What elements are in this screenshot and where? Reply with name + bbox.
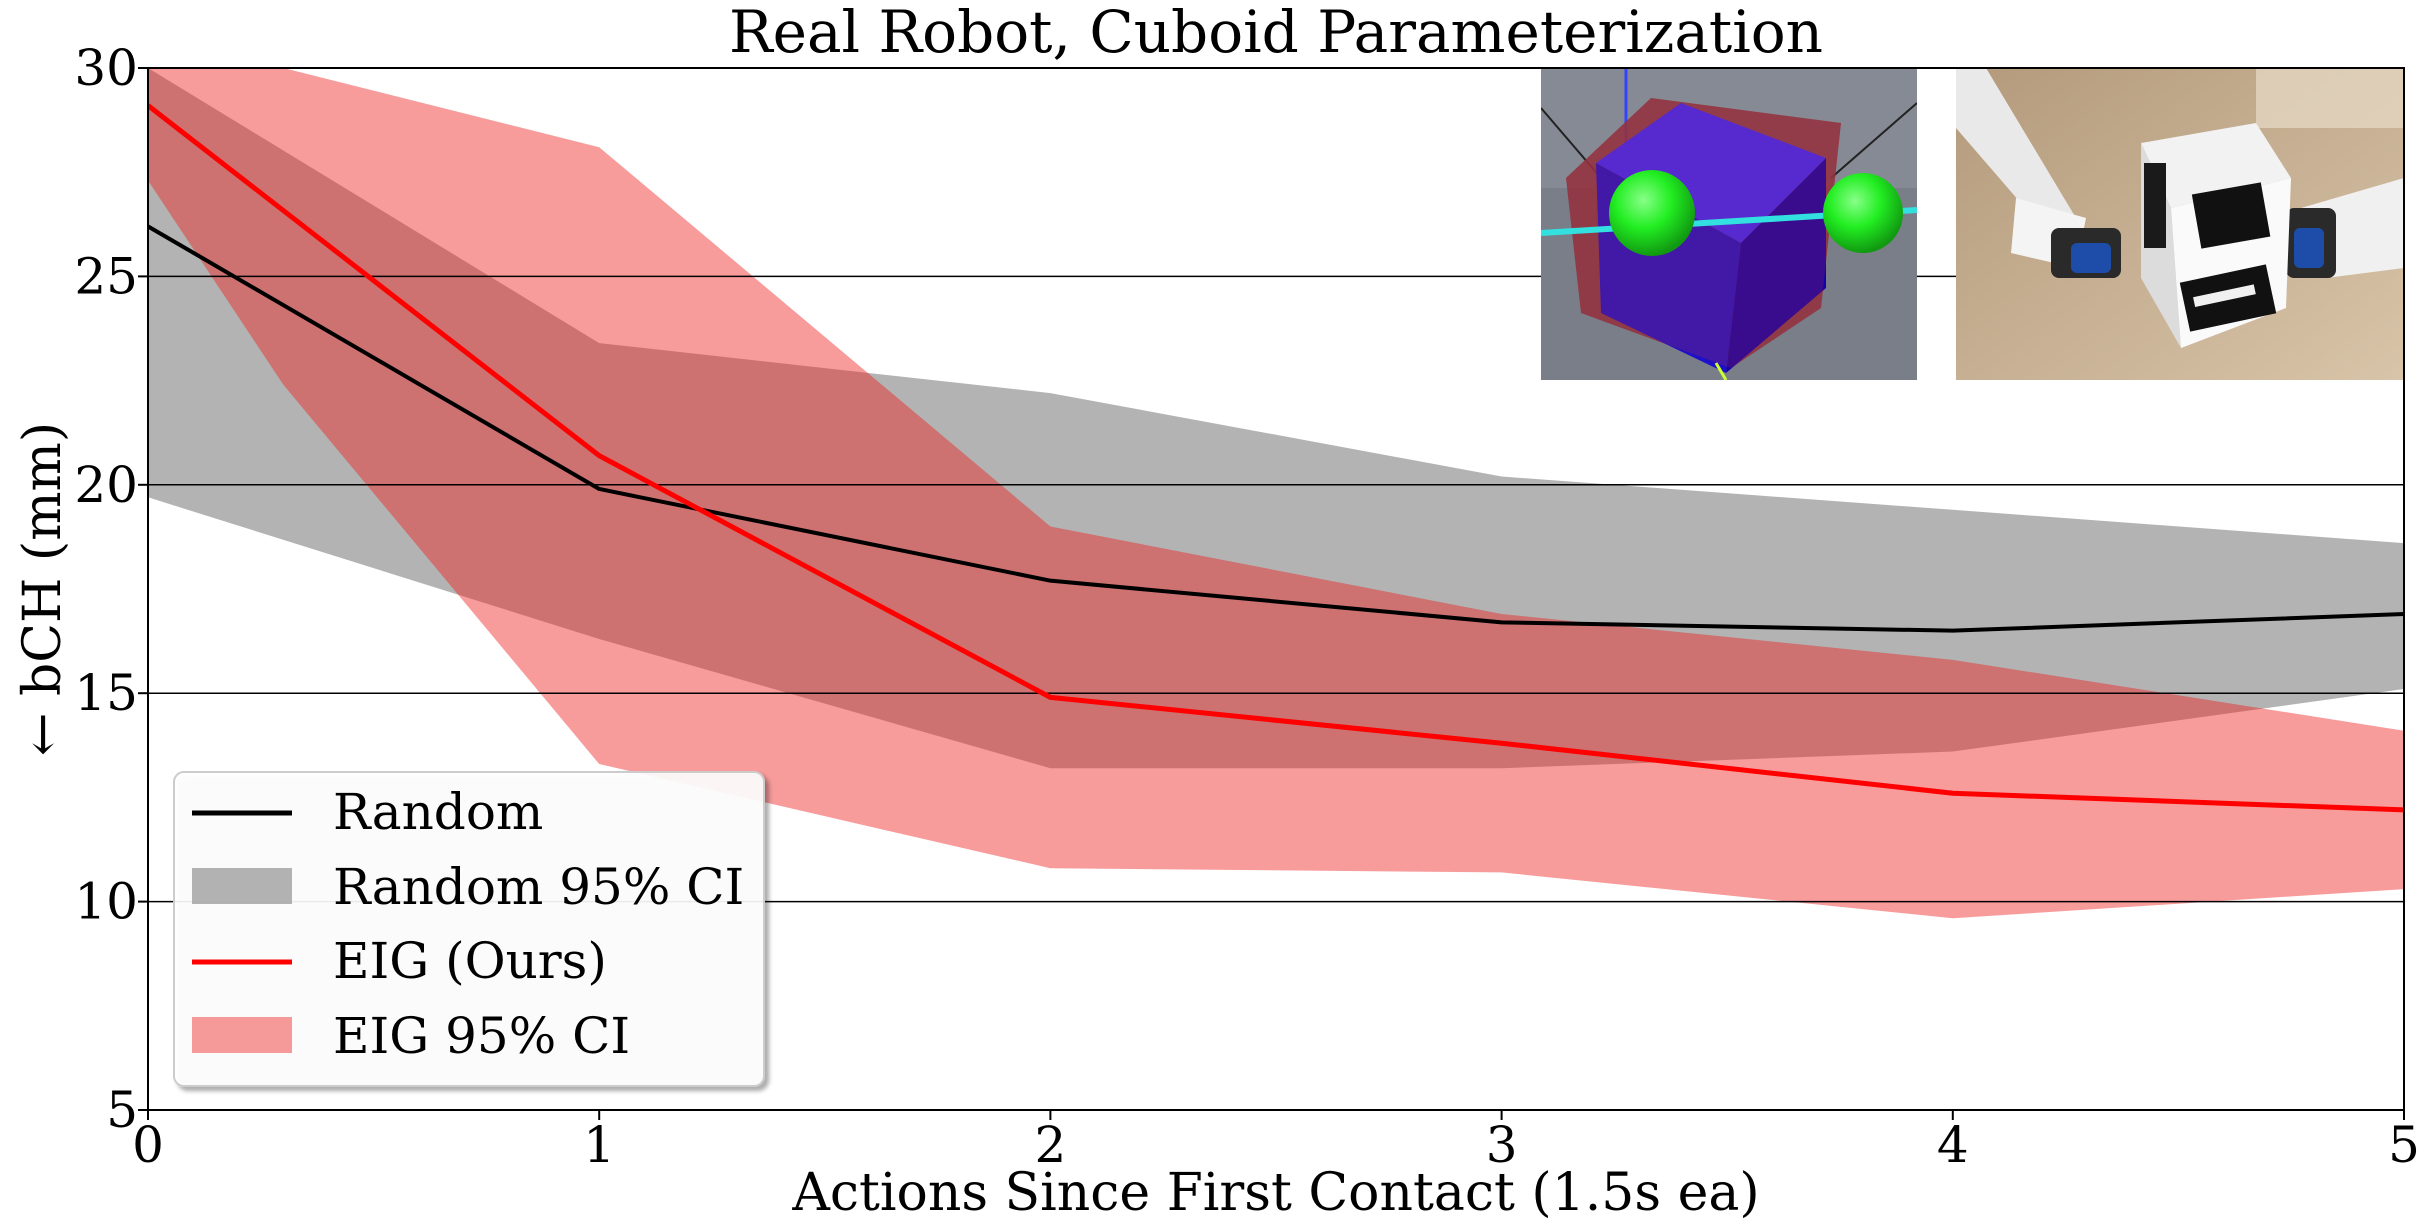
- legend: Random Random 95% CI EIG (Ours) EIG 95% …: [173, 771, 765, 1087]
- chart-title: Real Robot, Cuboid Parameterization: [729, 0, 1823, 66]
- y-tick-label-20: 20: [74, 456, 138, 514]
- x-tick-label-3: 3: [1486, 1116, 1518, 1174]
- x-tick-label-5: 5: [2388, 1116, 2420, 1174]
- inset-robot-photo: [1956, 68, 2404, 380]
- x-tick-label-4: 4: [1937, 1116, 1969, 1174]
- confidence-bands: [148, 68, 2404, 919]
- legend-swatch-eig-ci: [192, 1017, 292, 1053]
- axis-ticks: 0 1 2 3 4 5 5 10 15 20 25 30: [74, 39, 2420, 1174]
- x-tick-label-1: 1: [583, 1116, 615, 1174]
- legend-label-eig: EIG (Ours): [333, 932, 607, 990]
- y-tick-label-25: 25: [74, 247, 138, 305]
- x-tick-label-0: 0: [132, 1116, 164, 1174]
- legend-label-random: Random: [333, 783, 543, 841]
- band-random-ci: [148, 68, 2404, 769]
- inset-simulation-render: [1541, 68, 1917, 380]
- y-tick-label-15: 15: [74, 664, 138, 722]
- legend-label-eig-ci: EIG 95% CI: [333, 1007, 630, 1065]
- plot-frame: [147, 67, 2405, 1111]
- band-eig-ci: [148, 68, 2404, 919]
- x-axis-label: Actions Since First Contact (1.5s ea): [791, 1163, 1759, 1223]
- series-line-eig: [148, 103, 2404, 813]
- x-tick-label-2: 2: [1034, 1116, 1066, 1174]
- series-line-random: [148, 224, 2404, 633]
- legend-box: [173, 771, 765, 1087]
- legend-label-random-ci: Random 95% CI: [333, 858, 744, 916]
- series-lines: [148, 103, 2404, 813]
- y-axis-label: ← bCH (mm): [13, 422, 73, 756]
- y-tick-label-10: 10: [74, 873, 138, 931]
- y-tick-label-5: 5: [106, 1081, 138, 1139]
- legend-swatch-random-ci: [192, 868, 292, 904]
- y-tick-label-30: 30: [74, 39, 138, 97]
